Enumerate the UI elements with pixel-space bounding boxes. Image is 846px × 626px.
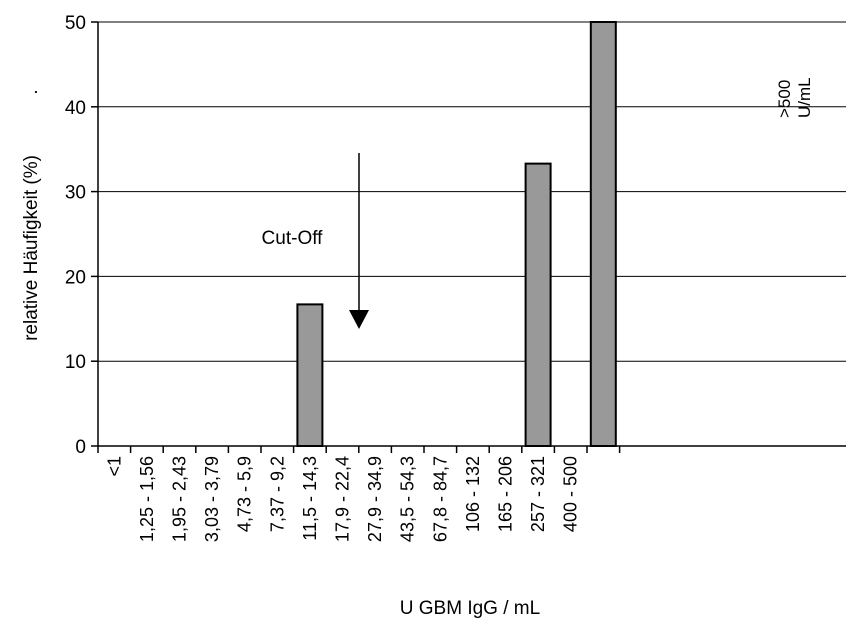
x-tick-label: 257 - 321 [528,456,548,532]
x-tick-label: 17,9 - 22,4 [333,456,353,542]
x-axis-label: U GBM IgG / mL [400,598,540,619]
gridlines [98,21,846,362]
x-tick-label: <1 [104,456,124,477]
overflow-annotation: >500 U/mL [775,77,814,118]
x-tick-label: 400 - 500 [561,456,581,532]
x-tick-label: 106 - 132 [463,456,483,532]
y-tick-label: 10 [65,352,86,373]
axes [91,21,846,453]
bars [296,21,617,447]
x-tick-label: 7,37 - 9,2 [267,456,287,532]
overflow-label-line2: U/mL [795,77,814,118]
y-tick-label: 30 [65,183,86,204]
bar [524,162,552,447]
x-tick-label: 1,25 - 1,56 [137,456,157,542]
y-tick-label: 20 [65,267,86,288]
x-tick-label: 11,5 - 14,3 [300,456,320,541]
x-tick-label: 165 - 206 [496,456,516,532]
x-tick-label: 3,03 - 3,79 [202,456,222,542]
overflow-label-line1: >500 [775,80,794,118]
y-axis-label: relative Häufigkeit (%) [21,155,42,341]
x-tick-label: 67,8 - 84,7 [430,456,450,542]
y-tick-label: 50 [65,13,86,34]
y-tick-label: 0 [75,437,86,458]
x-tick-label: 43,5 - 54,3 [398,456,418,542]
bar [589,21,617,447]
cutoff-arrow-head [349,310,369,329]
x-tick-label: 4,73 - 5,9 [235,456,255,532]
y-tick-label: 40 [65,98,86,119]
x-tick-label: 27,9 - 34,9 [365,456,385,542]
tick-labels: 0 10 20 30 40 50 <1 1,25 - 1,56 1,95 - 2,43 3,03 … [65,13,581,542]
x-tick-label: 1,95 - 2,43 [170,456,190,542]
cutoff-annotation: Cut-Off [262,153,369,329]
y-axis-label-mark: . [21,89,42,94]
cutoff-label: Cut-Off [262,228,324,249]
bar [296,303,324,447]
